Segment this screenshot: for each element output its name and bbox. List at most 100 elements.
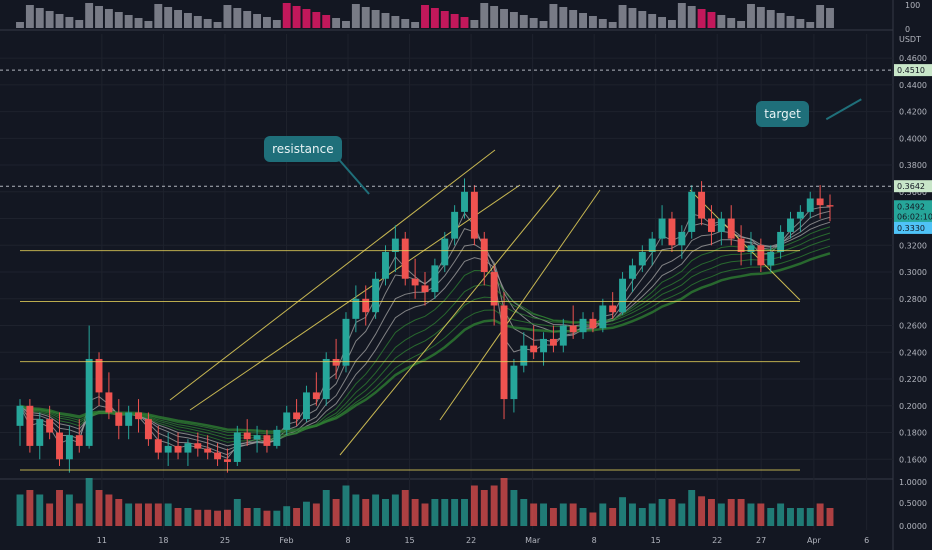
volume-bar [411,499,419,526]
top-indicator-bar [312,12,321,28]
top-indicator-bar [816,5,825,28]
candle [36,412,44,460]
volume-bar [144,503,152,526]
candle [826,194,834,222]
time-tick-label: 11 [97,536,107,545]
volume-bar [65,494,73,526]
volume-bar [174,508,182,526]
top-indicator-bar [826,8,834,28]
candle [638,245,646,273]
top-indicator-bar [361,7,370,28]
top-indicator-bar [183,13,192,28]
price-tick-label: 0.4200 [899,108,927,117]
time-tick-label: Mar [525,536,541,545]
top-indicator-bar [243,11,252,28]
volume-bar [500,478,508,526]
candle [708,205,715,246]
candle [490,265,498,326]
price-tick-label: 0.4600 [899,54,927,63]
volume-bar [540,503,547,526]
volume-bar [658,499,666,526]
time-axis[interactable]: 11 18 25 Feb 8 15 22 Mar 8 15 22 27 Apr 6 [97,536,869,545]
candle [75,419,83,453]
candle [223,448,231,473]
top-indicator-bar [460,17,469,28]
price-tick-label: 0.4400 [899,81,927,90]
currency-label: USDT [899,35,921,44]
volume-bar [56,490,63,526]
trend-channel-line [169,149,496,401]
callout-pointers [333,98,862,195]
volume-bar [382,499,389,526]
candle [549,325,557,353]
price-tag [894,180,932,193]
volume-bar [520,499,528,526]
candle [65,425,73,473]
candle [451,205,459,246]
price-tick-label: 0.2400 [899,348,927,357]
time-tick-label: Apr [807,536,822,545]
top-indicator-bar [579,13,587,28]
volume-bar [243,508,251,526]
top-indicator-bar [519,15,528,28]
candle [480,231,488,286]
candle [717,211,725,246]
candle [727,205,735,246]
bottom-indicator-tick: 1.0000 [899,478,927,487]
top-indicator-bar [549,4,558,28]
top-indicator-bar [193,16,202,28]
top-indicator-bar [223,5,232,28]
volume-bar [431,499,439,526]
volume-bar [777,503,785,526]
candle [125,405,133,440]
candle [214,443,222,466]
candle [391,225,399,273]
moving-average-line [19,232,831,440]
top-indicator-bar [302,9,311,28]
top-indicator-bar [55,14,64,28]
trend-channel-line [439,189,601,421]
candle [648,231,656,266]
volume-bar [204,509,212,526]
candle [233,425,241,466]
volume-bar [46,503,54,526]
top-indicator-bar [114,12,123,28]
price-tick-label: 0.1800 [899,429,927,438]
candle [441,231,449,273]
volume-bar [599,503,607,526]
top-indicator-bar [104,9,113,28]
candle [599,298,607,333]
volume-bar [708,499,715,526]
top-indicator-bar [371,10,380,28]
top-indicator-bar [440,11,449,28]
top-indicator-bar [588,16,597,28]
volume-bar [105,494,113,526]
top-indicator-bar [124,15,133,28]
price-tag [894,64,932,77]
top-indicator-bar [796,19,805,28]
moving-average-line [19,226,831,443]
top-indicator-bar [687,6,696,28]
top-indicator-bar [85,3,94,28]
price-axis[interactable]: USDT 0.4600 0.4400 0.4200 0.4000 0.3800 0.3600… [894,1,932,531]
candle [628,258,636,293]
candle [372,272,380,319]
volume-bar [184,508,192,526]
volume-bar [579,508,587,526]
top-indicator-bar [95,6,103,28]
candle [352,285,360,333]
top-indicator-bar [351,4,360,28]
volume-bar [214,510,222,526]
candle [332,338,340,380]
candle [293,399,301,426]
top-indicator-bar [480,3,489,28]
candle [46,405,54,440]
candle [273,425,281,449]
volume-bar [638,508,646,526]
top-indicator-bar [16,22,24,28]
top-indicator-bar [144,21,153,28]
candle [589,312,597,333]
price-tag-label: 0.3330 [897,224,925,233]
candle [510,358,518,413]
